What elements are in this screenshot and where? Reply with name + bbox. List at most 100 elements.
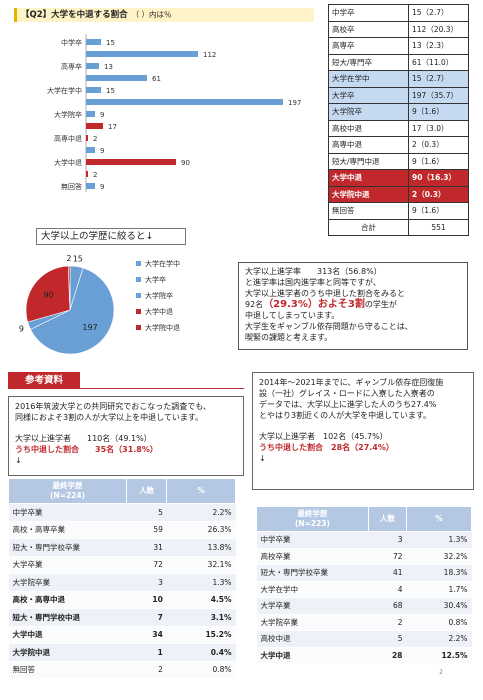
bar-value-label: 197 bbox=[288, 99, 301, 107]
bar-category-label: 大学院卒 bbox=[54, 110, 82, 119]
table-cell-pct: 1.7% bbox=[406, 581, 472, 598]
table-cell-n: 72 bbox=[126, 556, 167, 574]
bar-value-label: 15 bbox=[106, 87, 115, 95]
pie-value-label: 197 bbox=[82, 323, 97, 332]
table-cell-n: 34 bbox=[126, 626, 167, 644]
study-right-line-1: 2014年～2021年までに、ギャンブル依存症回復施 bbox=[259, 378, 444, 387]
table-cell-pct: 3.1% bbox=[166, 608, 236, 627]
study-right-line-4: とやはり3割近くの人が大学を中退しています。 bbox=[259, 411, 432, 420]
bar-value-label: 2 bbox=[93, 135, 97, 143]
table-cell-pct: 4.5% bbox=[166, 591, 236, 609]
summary-row: 大学院卒 9（1.6） bbox=[328, 103, 469, 121]
table-header-cell: % bbox=[166, 478, 236, 504]
table-row: 大学院卒業 3 1.3% bbox=[8, 573, 236, 592]
table-row: 大学在学中 4 1.7% bbox=[256, 581, 472, 598]
summary-label: 合計 bbox=[328, 218, 409, 236]
study-left-arrow: ↓ bbox=[15, 456, 22, 465]
note-line-2: と進学率は国内進学率と同等ですが、 bbox=[245, 278, 381, 287]
table-cell-pct: 15.2% bbox=[166, 626, 236, 644]
question-title-text: 【Q2】大学を中退する割合 bbox=[21, 10, 128, 20]
summary-row: 高校卒 112（20.3） bbox=[328, 20, 469, 38]
table-cell-edu: 大学中退 bbox=[8, 626, 127, 644]
note-line-4-pre: 92名 bbox=[245, 300, 264, 309]
table-cell-pct: 0.8% bbox=[166, 661, 236, 679]
table-cell-edu: 大学院中退 bbox=[8, 643, 127, 662]
summary-value: 17（3.0） bbox=[408, 119, 469, 137]
note-line-3: 大学以上進学者のうち中退した割合をみると bbox=[245, 289, 405, 298]
question-unit: （ ）内は％ bbox=[131, 10, 172, 19]
table-cell-n: 31 bbox=[126, 538, 167, 557]
table-cell-n: 10 bbox=[126, 591, 167, 609]
table-cell-edu: 大学中退 bbox=[256, 647, 369, 664]
table-cell-edu: 中学卒業 bbox=[256, 531, 369, 549]
table-cell-edu: 短大・専門学校卒業 bbox=[256, 564, 369, 582]
note-line-7: 喫緊の課題と考えます。 bbox=[245, 333, 333, 342]
summary-row: 大学卒 197（35.7） bbox=[328, 86, 469, 104]
note-line-6: 大学生をギャンブル依存問題から守ることは、 bbox=[245, 322, 413, 331]
table-row: 短大・専門学校卒業 31 13.8% bbox=[8, 538, 236, 557]
note-box: 大学以上進学率 313名（56.8%） と進学率は国内進学率と同等ですが、 大学… bbox=[238, 262, 468, 350]
study-right-table: 最終学歴 (N=223) 人数% 中学卒業 3 1.3% 高校卒業 72 32.2% 短大・専門… bbox=[256, 506, 473, 664]
table-cell-edu: 大学院卒業 bbox=[8, 573, 127, 592]
study-right-line-2: 設（一社）グレイス・ロードに入寮した入寮者の bbox=[259, 389, 435, 398]
note-line-4-post: の学生が bbox=[364, 300, 397, 309]
table-cell-n: 4 bbox=[368, 581, 407, 598]
table-header-cell: 人数 bbox=[367, 506, 407, 532]
table-row: 大学中退 28 12.5% bbox=[256, 647, 472, 664]
summary-value: 197（35.7） bbox=[408, 86, 469, 104]
table-cell-pct: 0.4% bbox=[166, 643, 236, 662]
summary-row: 高専卒 13（2.3） bbox=[328, 37, 469, 55]
table-header-cell: % bbox=[405, 506, 473, 532]
summary-value: 9（1.6） bbox=[408, 103, 469, 121]
study-left-line-2: 同様におよそ3割の人が大学以上を中退しています。 bbox=[15, 413, 204, 422]
reference-divider bbox=[80, 388, 244, 389]
table-row: 短大・専門学校卒業 41 18.3% bbox=[256, 564, 472, 582]
pie-title: 大学以上の学歴に絞ると↓ bbox=[36, 228, 186, 245]
bar bbox=[86, 51, 198, 57]
summary-label: 高専中退 bbox=[328, 136, 409, 154]
bar bbox=[86, 183, 95, 189]
table-row: 高校・高専卒業 59 26.3% bbox=[8, 521, 236, 539]
study-left-line-1: 2016年筑波大学との共同研究でおこなった調査でも、 bbox=[15, 402, 212, 411]
table-cell-edu: 大学在学中 bbox=[256, 581, 369, 598]
bar-value-label: 17 bbox=[108, 123, 117, 131]
summary-value: 551 bbox=[408, 218, 469, 236]
study-right-arrow: ↓ bbox=[259, 454, 266, 463]
bar-value-label: 9 bbox=[100, 147, 104, 155]
pie-value-label: 9 bbox=[19, 325, 24, 334]
legend-label: 大学院中退 bbox=[145, 323, 180, 332]
table-cell-pct: 12.5% bbox=[406, 647, 472, 664]
bar-category-label: 大学中退 bbox=[54, 158, 82, 167]
bar-value-label: 61 bbox=[152, 75, 161, 83]
bar bbox=[86, 159, 176, 165]
table-cell-edu: 無回答 bbox=[8, 661, 127, 679]
summary-label: 高専卒 bbox=[328, 37, 409, 55]
note-line-4: 92名（29.3%）およそ3割の学生が bbox=[245, 299, 461, 310]
page-number: 2 bbox=[439, 669, 443, 676]
study-left-table: 最終学歴 (N=224) 人数% 中学卒業 5 2.2% 高校・高専卒業 59 26.3% 短大… bbox=[7, 478, 236, 679]
summary-row: 大学院中退 2（0.3） bbox=[328, 185, 469, 203]
table-cell-n: 1 bbox=[126, 643, 167, 662]
table-cell-n: 28 bbox=[368, 647, 407, 664]
summary-label: 短大/専門卒 bbox=[328, 53, 409, 71]
table-cell-n: 2 bbox=[368, 614, 407, 631]
table-row: 短大・専門学校中退 7 3.1% bbox=[8, 608, 236, 627]
summary-table: 中学卒 15（2.7） 高校卒 112（20.3） 高専卒 13（2.3） 短大/専門卒 61… bbox=[328, 4, 469, 236]
table-row: 大学院卒業 2 0.8% bbox=[256, 614, 472, 631]
table-cell-pct: 2.2% bbox=[406, 630, 472, 648]
summary-label: 中学卒 bbox=[328, 4, 409, 22]
pie-value-label: 15 bbox=[73, 255, 83, 264]
legend-swatch bbox=[136, 277, 141, 282]
table-cell-pct: 1.3% bbox=[166, 573, 236, 592]
bar-value-label: 2 bbox=[93, 171, 97, 179]
summary-label: 短大/専門中退 bbox=[328, 152, 409, 170]
summary-value: 2（0.3） bbox=[408, 136, 469, 154]
table-cell-edu: 大学卒業 bbox=[8, 556, 127, 574]
legend-swatch bbox=[136, 261, 141, 266]
bar-category-label: 中学卒 bbox=[61, 38, 82, 47]
pie-slice bbox=[25, 265, 71, 323]
study-left-stat-2: うち中退した割合 35名（31.8%） bbox=[15, 445, 158, 454]
bar-value-label: 90 bbox=[181, 159, 190, 167]
pie-slice bbox=[67, 265, 71, 311]
bar-category-label: 無回答 bbox=[61, 182, 82, 191]
